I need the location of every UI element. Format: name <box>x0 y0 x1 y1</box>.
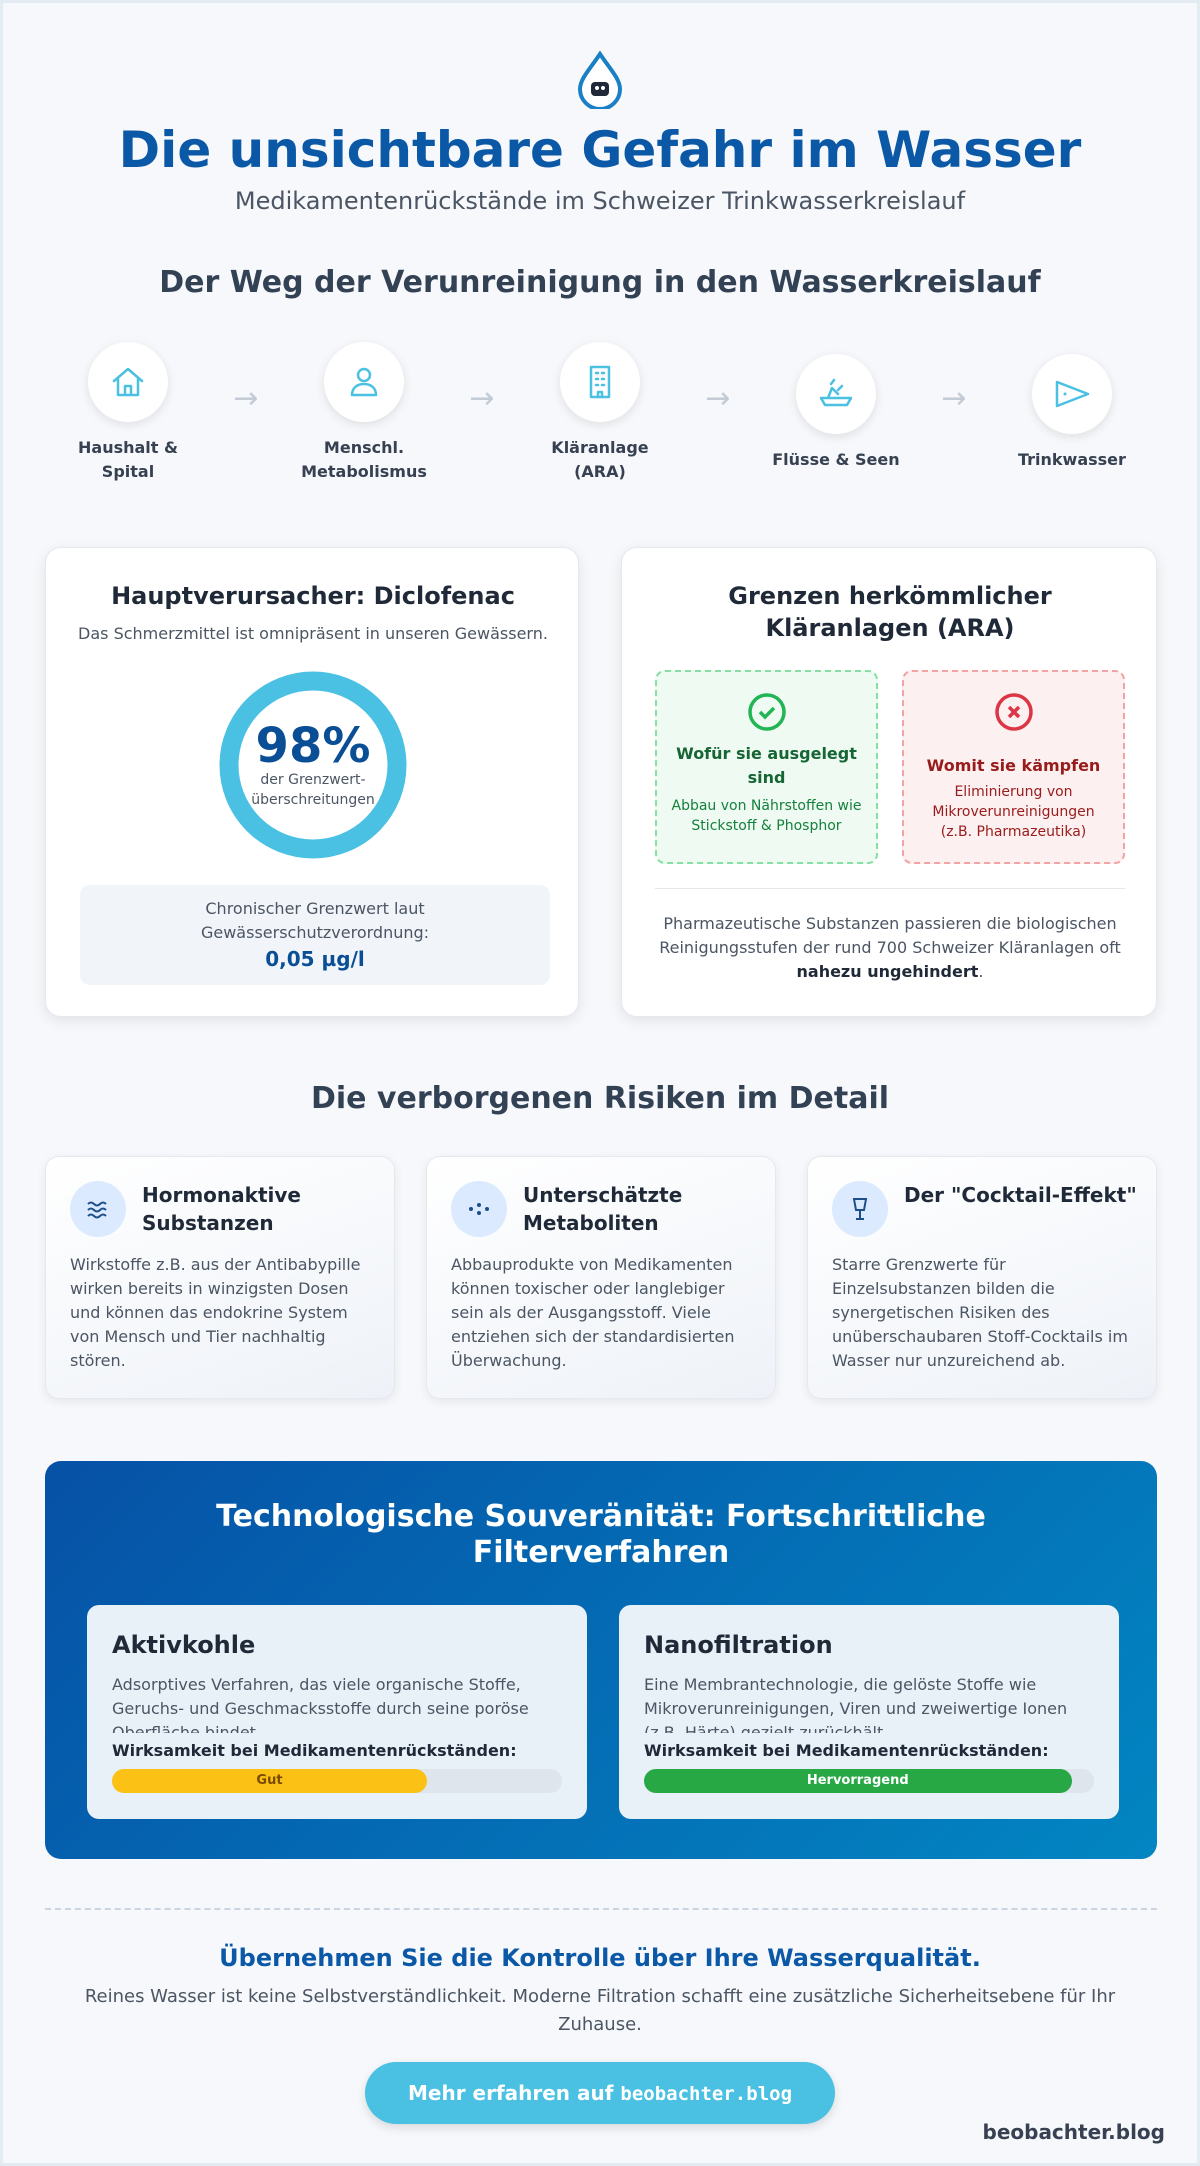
icon <box>112 367 144 397</box>
rating-value: Gut <box>256 1773 283 1788</box>
risk-card: Der "Cocktail-Effekt" Starre Grenzwerte f… <box>807 1156 1157 1399</box>
filter-text: Adsorptives Verfahren, das viele organis… <box>112 1675 529 1733</box>
step-icon <box>323 342 404 422</box>
filter-card: Nanofiltration Eine Membrantechnologie, d… <box>619 1605 1119 1819</box>
cta-text: Reines Wasser ist keine Selbstverständli… <box>84 1986 1116 2035</box>
flow-step: Haushalt & Spital <box>63 342 193 484</box>
subtitle: Medikamentenrückstände im Schweizer Trin… <box>234 187 966 215</box>
good-text: Abbau von Nährstoffen wie Stickstoff & P… <box>671 798 862 834</box>
note-emphasis: nahezu ungehindert <box>796 962 979 981</box>
footer-brand: beobachter.blog <box>982 2120 1166 2144</box>
card-title: Hauptverursacher: Diclofenac <box>111 582 515 610</box>
risk-title: Der "Cocktail-Effekt" <box>904 1183 1137 1207</box>
icon <box>589 365 611 399</box>
step-label: Trinkwasser <box>1017 450 1126 469</box>
divider <box>655 888 1125 889</box>
limit-value: 0,05 µg/l <box>265 947 365 971</box>
icon <box>469 1203 489 1215</box>
limit-label: Chronischer Grenzwert laut Gewässerschut… <box>200 899 430 942</box>
note-text: . <box>978 962 984 981</box>
arrow: → <box>469 380 495 416</box>
step-label: Kläranlage (ARA) <box>551 438 649 481</box>
risk-card: Unterschätzte Metaboliten Abbauprodukte v… <box>426 1156 776 1399</box>
risk-text: Starre Grenzwerte für Einzelsubstanzen b… <box>832 1255 1128 1370</box>
cross-icon <box>994 693 1033 731</box>
diclofenac-card: Hauptverursacher: Diclofenac Das Schmerz… <box>45 547 579 1017</box>
infographic: Die unsichtbare Gefahr im Wasser Medikam… <box>3 3 1197 2163</box>
step-label: Flüsse & Seen <box>772 450 900 469</box>
filter-title: Nanofiltration <box>644 1631 833 1659</box>
section-heading: Der Weg der Verunreinigung in den Wasser… <box>159 265 1041 300</box>
section-heading: Technologische Souveränität: Fortschritt… <box>216 1499 986 1570</box>
rating-track: Gut <box>112 1769 562 1793</box>
arrow: → <box>941 380 967 416</box>
rating-bar: Hervorragend <box>644 1769 1072 1793</box>
icon <box>350 367 378 397</box>
icon <box>1055 380 1090 408</box>
title: Die unsichtbare Gefahr im Wasser <box>118 121 1082 179</box>
icon <box>819 378 853 407</box>
cta-heading: Übernehmen Sie die Kontrolle über Ihre W… <box>219 1944 981 1972</box>
risk-title: Unterschätzte Metaboliten <box>523 1183 683 1235</box>
bad-text: Eliminierung von Mikroverunreinigungen (… <box>932 784 1095 840</box>
rating-track: Hervorragend <box>644 1769 1094 1793</box>
good-title: Wofür sie ausgelegt sind <box>676 744 857 787</box>
step-icon <box>1031 354 1112 434</box>
step-icon <box>795 354 876 434</box>
bad-title: Womit sie kämpfen <box>926 756 1101 775</box>
limit-box: Chronischer Grenzwert laut Gewässerschut… <box>80 885 550 985</box>
rating-label: Wirksamkeit bei Medikamentenrückständen: <box>112 1741 517 1760</box>
divider <box>45 1908 1157 1910</box>
good-box: Wofür sie ausgelegt sind Abbau von Nährs… <box>655 670 878 864</box>
filter-section: Technologische Souveränität: Fortschritt… <box>45 1461 1157 1859</box>
rating-label: Wirksamkeit bei Medikamentenrückständen: <box>644 1741 1049 1760</box>
bad-box: Womit sie kämpfen Eliminierung von Mikro… <box>902 670 1125 864</box>
arrow: → <box>233 380 259 416</box>
step-label: Menschl. Metabolismus <box>301 438 427 481</box>
icon <box>852 1198 868 1220</box>
card-subtitle: Das Schmerzmittel ist omnipräsent in uns… <box>78 624 548 643</box>
filter-card: Aktivkohle Adsorptives Verfahren, das vie… <box>87 1605 587 1819</box>
risk-icon <box>832 1181 888 1237</box>
card-title: Grenzen herkömmlicher Kläranlagen (ARA) <box>728 582 1052 642</box>
ara-card: Grenzen herkömmlicher Kläranlagen (ARA) … <box>621 547 1157 1017</box>
ring <box>219 671 407 859</box>
logo <box>577 51 623 109</box>
section-heading: Die verborgenen Risiken im Detail <box>310 1081 890 1116</box>
filter-title: Aktivkohle <box>112 1631 256 1659</box>
button-text: Mehr erfahren auf <box>407 2081 614 2105</box>
risk-title: Hormonaktive Substanzen <box>142 1183 301 1235</box>
risk-card: Hormonaktive Substanzen Wirkstoffe z.B. a… <box>45 1156 395 1399</box>
flow: Haushalt & Spital → Menschl. Metabolismus →… <box>63 333 1137 493</box>
flow-step: Kläranlage (ARA) <box>535 342 665 484</box>
step-label: Haushalt & Spital <box>78 438 178 481</box>
rating-value: Hervorragend <box>806 1773 909 1788</box>
ara-note: Pharmazeutische Substanzen passieren die… <box>655 912 1125 984</box>
flow-step: Flüsse & Seen <box>771 354 901 472</box>
check-icon <box>747 693 786 731</box>
rating-bar: Gut <box>112 1769 427 1793</box>
flow-step: Trinkwasser <box>1007 354 1137 472</box>
stat-value: 98% <box>255 718 371 774</box>
filter-text: Eine Membrantechnologie, die gelöste Sto… <box>644 1675 1068 1733</box>
button-code: beobachter.blog <box>620 2083 793 2105</box>
risk-icon <box>70 1181 126 1237</box>
stat-caption: der Grenzwert-überschreitungen <box>251 772 375 808</box>
note-text: Pharmazeutische Substanzen passieren die… <box>659 914 1121 957</box>
arrow: → <box>705 380 731 416</box>
cta-button[interactable]: Mehr erfahren auf beobachter.blog <box>365 2062 835 2124</box>
step-icon <box>559 342 640 422</box>
risk-icon <box>451 1181 507 1237</box>
risk-text: Wirkstoffe z.B. aus der Antibabypille wi… <box>70 1255 361 1370</box>
icon <box>87 1201 107 1219</box>
flow-step: Menschl. Metabolismus <box>299 342 429 484</box>
step-icon <box>88 342 168 422</box>
risk-text: Abbauprodukte von Medikamenten können to… <box>451 1255 735 1370</box>
